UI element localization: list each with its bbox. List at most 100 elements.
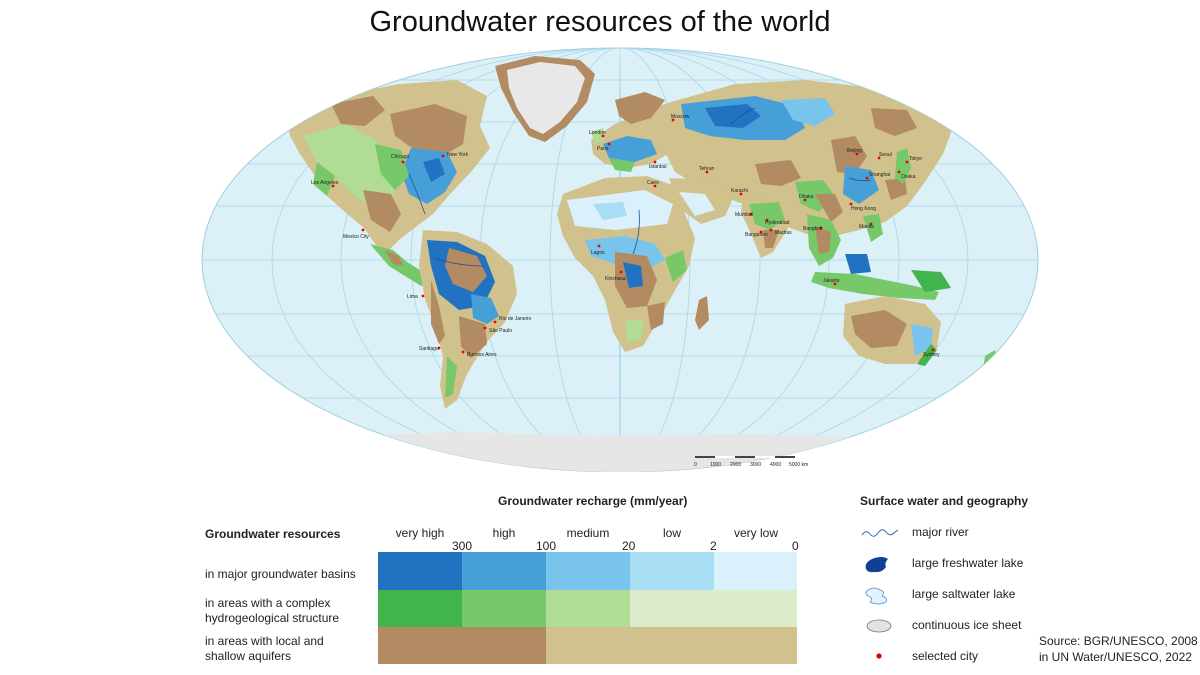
city-chicago: Chicago — [391, 154, 410, 164]
svg-text:Tehran: Tehran — [699, 166, 715, 172]
swatch-basin-high — [462, 552, 546, 590]
city-tokyo: Tokyo — [905, 156, 922, 164]
greenland-ice — [507, 62, 585, 134]
city-sydney: Sydney — [923, 348, 940, 358]
city-shanghai: Shanghai — [865, 172, 890, 180]
city-hyderabad: Hyderabad — [765, 218, 790, 226]
svg-text:1000: 1000 — [710, 462, 721, 468]
svg-text:New York: New York — [447, 152, 469, 158]
city-new-york: New York — [441, 152, 469, 158]
surface-item-saltwater-lake: large saltwater lake — [860, 584, 1060, 606]
recharge-category-low: low — [662, 526, 681, 540]
city-seoul: Seoul — [877, 152, 892, 160]
svg-text:Santiago: Santiago — [419, 346, 439, 352]
city-markers: Los Angeles Mexico City Chicago New York… — [311, 114, 940, 358]
recharge-category-very-low: very low — [733, 526, 778, 540]
saltwater-lake-icon — [865, 587, 887, 605]
svg-text:Cairo: Cairo — [647, 180, 659, 186]
swatch-basin-low — [630, 552, 714, 590]
city-cairo: Cairo — [647, 180, 659, 188]
svg-text:Mumbai: Mumbai — [735, 212, 753, 218]
swatch-local-low — [546, 627, 797, 664]
city-buenos-aires: Buenos Aires — [461, 350, 497, 358]
city-manila: Manila — [859, 222, 874, 230]
svg-text:Beijing: Beijing — [847, 148, 862, 154]
madagascar-land — [695, 296, 709, 330]
svg-text:Seoul: Seoul — [879, 152, 892, 158]
recharge-threshold-0: 0 — [792, 539, 799, 553]
ice-sheet-icon — [866, 619, 892, 633]
svg-text:Sydney: Sydney — [923, 352, 940, 358]
svg-text:Hong Kong: Hong Kong — [851, 206, 876, 212]
svg-text:Karachi: Karachi — [731, 188, 748, 194]
svg-text:Madras: Madras — [775, 230, 792, 236]
city-istanbul: Istanbul — [649, 160, 667, 170]
svg-text:3000: 3000 — [750, 462, 761, 468]
svg-text:Bangalore: Bangalore — [745, 232, 768, 238]
svg-text:Paris: Paris — [597, 146, 609, 152]
indonesia-land — [811, 272, 939, 300]
resource-row-local-aquifers: in areas with local and shallow aquifers — [205, 634, 324, 663]
svg-text:Bangkok: Bangkok — [803, 226, 823, 232]
svg-text:Osaka: Osaka — [901, 174, 916, 180]
svg-text:2000: 2000 — [730, 462, 741, 468]
resource-row-complex-structure: in areas with a complex hydrogeological … — [205, 596, 340, 625]
swatch-local-high — [378, 627, 546, 664]
svg-text:Kinshasa: Kinshasa — [605, 276, 626, 282]
city-moscow: Moscow — [671, 114, 690, 122]
city-bangalore: Bangalore — [745, 230, 768, 238]
svg-text:Los Angeles: Los Angeles — [311, 180, 339, 186]
city-mumbai: Mumbai — [735, 212, 753, 218]
surface-item-freshwater-lake: large freshwater lake — [860, 553, 1060, 575]
major-rivers — [408, 107, 872, 267]
city-dot-icon — [876, 653, 882, 659]
svg-text:Dhaka: Dhaka — [799, 194, 814, 200]
scale-bar: 0 1000 2000 3000 4000 5000 km — [694, 456, 808, 468]
recharge-threshold-300: 300 — [452, 539, 473, 553]
swatch-basin-very-low — [714, 552, 797, 590]
city-hong-kong: Hong Kong — [849, 202, 876, 212]
svg-text:5000 km: 5000 km — [789, 462, 808, 468]
swatch-complex-low — [630, 590, 797, 627]
swatch-complex-high — [462, 590, 546, 627]
svg-text:Moscow: Moscow — [671, 114, 690, 120]
svg-text:Istanbul: Istanbul — [649, 164, 667, 170]
city-kinshasa: Kinshasa — [605, 270, 626, 282]
river-icon — [861, 529, 899, 537]
city-karachi: Karachi — [731, 188, 748, 196]
recharge-legend-title: Groundwater recharge (mm/year) — [498, 494, 688, 508]
recharge-category-high: high — [492, 526, 516, 540]
antarctica-ice — [202, 432, 1038, 472]
swatch-basin-medium — [546, 552, 630, 590]
svg-text:London: London — [589, 130, 606, 136]
city-madras: Madras — [769, 228, 792, 236]
svg-text:Manila: Manila — [859, 224, 874, 230]
resources-legend-title: Groundwater resources — [205, 527, 341, 541]
svg-text:Hyderabad: Hyderabad — [765, 220, 790, 226]
freshwater-lake-icon — [865, 557, 888, 573]
city-beijing: Beijing — [847, 148, 862, 156]
city-sao-paulo: São Paulo — [483, 326, 512, 334]
svg-text:Jakarta: Jakarta — [823, 278, 840, 284]
city-mexico-city: Mexico City — [343, 228, 369, 240]
svg-text:Tokyo: Tokyo — [909, 156, 922, 162]
svg-text:Rio de Janeiro: Rio de Janeiro — [499, 316, 531, 322]
svg-text:Buenos Aires: Buenos Aires — [467, 352, 497, 358]
city-los-angeles: Los Angeles — [311, 180, 339, 188]
resource-row-major-basins: in major groundwater basins — [205, 567, 356, 581]
city-dhaka: Dhaka — [799, 194, 814, 202]
recharge-threshold-100: 100 — [536, 539, 557, 553]
svg-text:Shanghai: Shanghai — [869, 172, 890, 178]
swatch-complex-medium — [546, 590, 630, 627]
svg-text:Chicago: Chicago — [391, 154, 410, 160]
city-london: London — [589, 130, 606, 138]
swatch-complex-very-high — [378, 590, 462, 627]
world-map: Los Angeles Mexico City Chicago New York… — [201, 47, 1039, 472]
city-lagos: Lagos — [591, 244, 605, 256]
page-title: Groundwater resources of the world — [369, 6, 831, 38]
svg-text:Mexico City: Mexico City — [343, 234, 369, 240]
city-lima: Lima — [407, 294, 425, 300]
city-bangkok: Bangkok — [803, 226, 823, 232]
japan-land — [895, 148, 911, 184]
city-tehran: Tehran — [699, 166, 715, 174]
